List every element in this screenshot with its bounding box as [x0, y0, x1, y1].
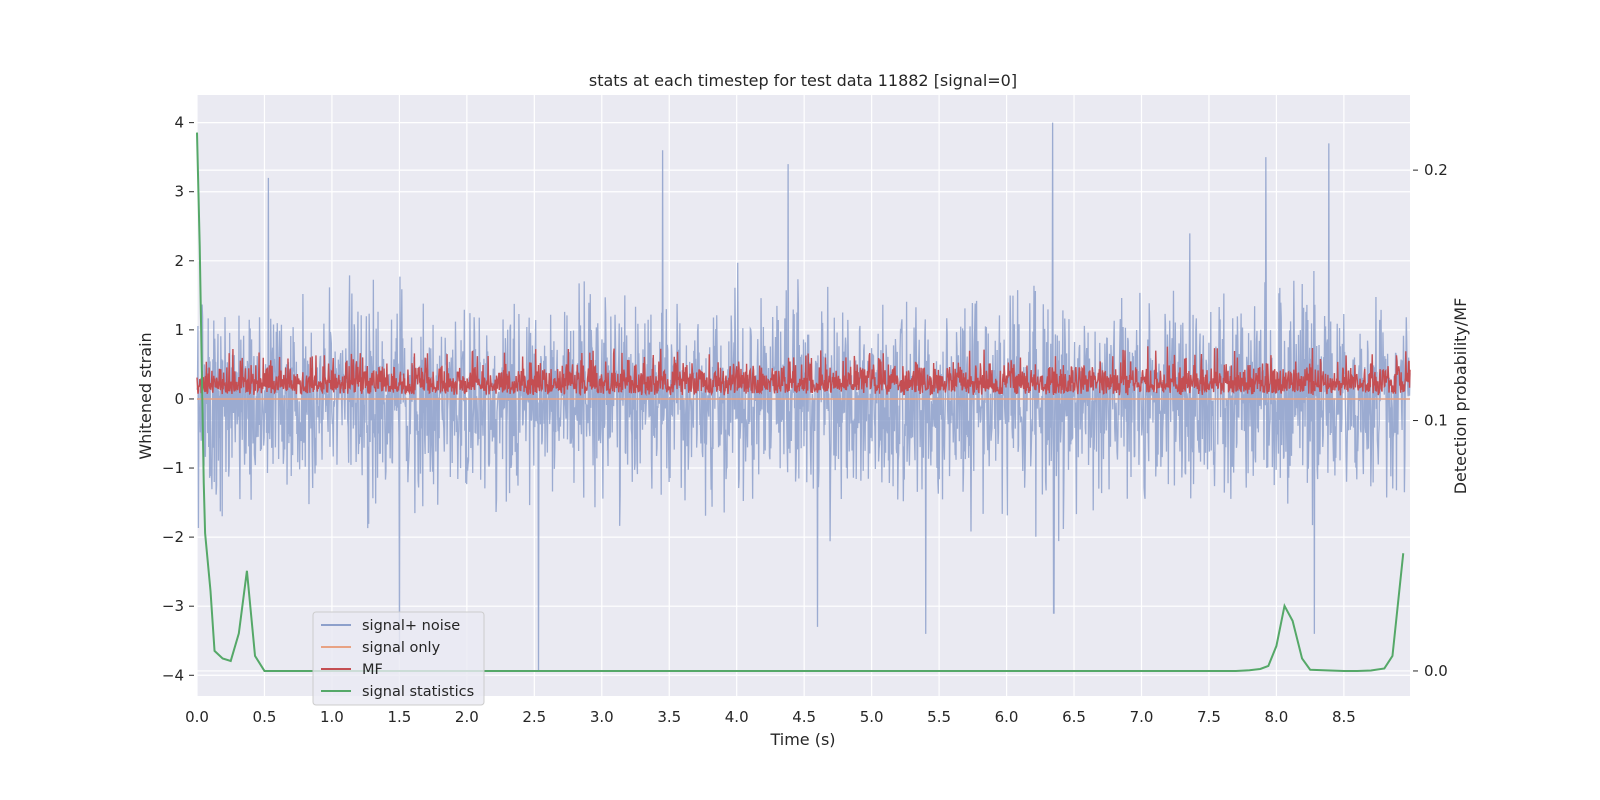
y-axis-label-right: Detection probability/MF — [1451, 298, 1470, 495]
x-tick-label: 6.0 — [995, 708, 1019, 726]
x-tick-label: 2.0 — [455, 708, 479, 726]
series-line-signal-noise — [196, 122, 1411, 672]
x-tick-label: 7.0 — [1130, 708, 1154, 726]
y-axis-label-left: Whitened strain — [136, 332, 155, 459]
series-line-mf — [196, 346, 1411, 397]
y-tick-label-left: −2 — [162, 528, 184, 546]
y-tick-label-left: 0 — [174, 390, 184, 408]
y-tick-label-right: 0.0 — [1424, 662, 1448, 680]
x-tick-label: 3.0 — [590, 708, 614, 726]
series-line-signal-statistics — [196, 132, 1405, 672]
legend-label: signal+ noise — [362, 618, 460, 634]
x-tick-label: 8.0 — [1264, 708, 1288, 726]
x-tick-label: 5.5 — [927, 708, 951, 726]
x-tick-label: 8.5 — [1332, 708, 1356, 726]
x-tick-label: 7.5 — [1197, 708, 1221, 726]
x-tick-label: 4.5 — [792, 708, 816, 726]
legend: signal+ noise signal only MF signal statist… — [312, 611, 485, 706]
legend-label: signal statistics — [362, 684, 474, 700]
y-tick-label-left: −1 — [162, 459, 184, 477]
y-tick-label-left: −3 — [162, 597, 184, 615]
y-tick-label-left: 1 — [174, 321, 184, 339]
y-tick-label-left: 4 — [174, 114, 184, 132]
y-axis-right: 0.2 0.1 0.0 — [1413, 161, 1448, 680]
y-axis-left: 4 3 2 1 0 −1 −2 −3 −4 — [162, 114, 194, 684]
x-tick-label: 3.5 — [657, 708, 681, 726]
x-tick-label: 1.5 — [387, 708, 411, 726]
legend-label: MF — [362, 662, 383, 678]
x-tick-label: 6.5 — [1062, 708, 1086, 726]
series-layer — [196, 122, 1411, 672]
y-tick-label-right: 0.1 — [1424, 412, 1448, 430]
x-tick-label: 5.0 — [860, 708, 884, 726]
chart-title: stats at each timestep for test data 118… — [589, 71, 1017, 90]
y-tick-label-right: 0.2 — [1424, 161, 1448, 179]
x-axis: 0.0 0.5 1.0 1.5 2.0 2.5 3.0 3.5 4.0 4.5 5.0 5.5 6.0 6… — [185, 708, 1356, 726]
x-tick-label: 0.5 — [253, 708, 277, 726]
y-tick-label-left: 2 — [174, 252, 184, 270]
y-tick-label-left: 3 — [174, 183, 184, 201]
x-tick-label: 2.5 — [522, 708, 546, 726]
x-tick-label: 0.0 — [185, 708, 209, 726]
legend-frame — [312, 611, 485, 706]
y-tick-label-left: −4 — [162, 666, 184, 684]
x-tick-label: 1.0 — [320, 708, 344, 726]
x-tick-label: 4.0 — [725, 708, 749, 726]
x-axis-label: Time (s) — [769, 730, 835, 749]
legend-label: signal only — [362, 640, 441, 656]
